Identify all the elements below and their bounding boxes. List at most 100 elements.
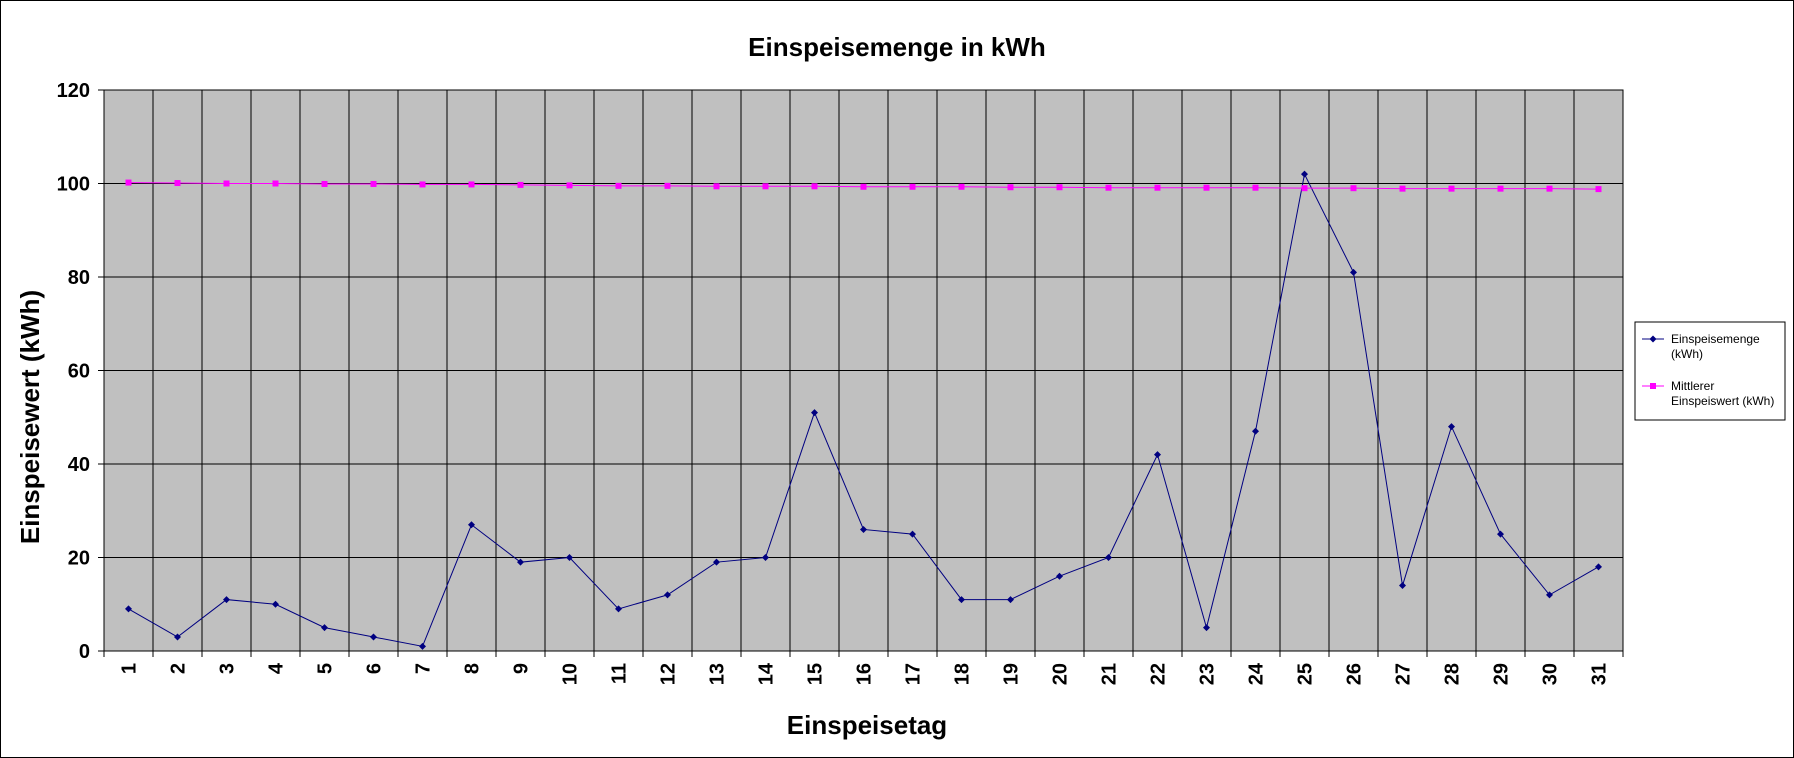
data-point: [909, 530, 916, 538]
x-tick-label: 18: [952, 663, 974, 685]
data-point: [1399, 185, 1406, 192]
data-point: [1546, 185, 1553, 192]
x-tick-label: 4: [266, 662, 288, 674]
x-axis-ticks: 1 2 3 4 5 6 7 8 9 10 11 12 13 14 15 16 17 18 19 20 21 22 23 24 2…: [103, 651, 1624, 685]
y-tick-label: 40: [68, 454, 90, 476]
x-tick-label: 29: [1491, 663, 1513, 685]
x-tick-label: 8: [462, 663, 484, 674]
data-point: [223, 180, 230, 187]
y-tick-label: 20: [68, 548, 90, 570]
data-point: [566, 554, 573, 561]
x-tick-label: 9: [511, 663, 533, 674]
data-point: [1595, 563, 1602, 571]
data-point: [762, 554, 769, 561]
data-point: [1154, 451, 1161, 459]
x-tick-label: 17: [903, 663, 925, 685]
data-point: [1448, 185, 1455, 192]
data-point: [1203, 184, 1210, 191]
data-point: [517, 181, 524, 188]
x-tick-label: 20: [1050, 663, 1072, 685]
data-point: [370, 180, 377, 187]
data-point: [1252, 427, 1259, 435]
series-layer: [125, 170, 1602, 650]
data-point: [272, 180, 279, 187]
data-point: [125, 605, 132, 613]
x-tick-label: 25: [1295, 663, 1317, 685]
legend-box: [1634, 321, 1786, 421]
data-point: [664, 182, 671, 189]
y-axis-label: Einspeisewert (kWh): [15, 290, 45, 544]
legend-marker: [1650, 383, 1656, 389]
data-point: [1154, 184, 1161, 191]
y-tick-label: 100: [57, 174, 90, 196]
data-point: [1007, 596, 1014, 604]
series-1: [125, 170, 1602, 650]
data-point: [860, 525, 867, 533]
data-point: [615, 605, 622, 613]
legend-label: Einspeisemenge: [1671, 332, 1760, 346]
legend-label: Mittlerer: [1671, 379, 1714, 393]
data-point: [321, 624, 328, 632]
data-point: [713, 183, 720, 190]
data-point: [370, 633, 377, 641]
x-tick-label: 22: [1148, 663, 1170, 685]
x-tick-label: 6: [364, 663, 386, 674]
data-point: [1301, 170, 1308, 178]
data-point: [958, 183, 965, 190]
y-tick-label: 60: [68, 361, 90, 383]
x-tick-label: 23: [1197, 663, 1219, 685]
data-point: [811, 409, 818, 417]
plot-area: [103, 89, 1624, 652]
data-point: [713, 558, 720, 566]
data-point: [566, 182, 573, 189]
x-tick-label: 31: [1589, 663, 1611, 685]
data-point: [958, 596, 965, 604]
x-tick-label: 19: [1001, 663, 1023, 685]
data-point: [468, 181, 475, 188]
x-tick-label: 14: [756, 662, 778, 685]
legend-label: Einspeiswert (kWh): [1671, 394, 1774, 408]
data-point: [1007, 184, 1014, 191]
data-point: [1056, 184, 1063, 191]
x-tick-label: 15: [805, 663, 827, 685]
legend-label: (kWh): [1671, 347, 1703, 361]
data-point: [517, 558, 524, 566]
y-tick-label: 0: [79, 641, 90, 663]
x-tick-label: 5: [315, 663, 337, 674]
data-point: [1350, 185, 1357, 192]
data-point: [223, 596, 230, 604]
x-tick-label: 7: [413, 663, 435, 674]
data-point: [1252, 184, 1259, 191]
data-point: [1301, 185, 1308, 192]
x-tick-label: 12: [658, 663, 680, 685]
y-tick-label: 80: [68, 267, 90, 289]
x-axis-label: Einspeisetag: [787, 710, 947, 740]
data-point: [1056, 572, 1063, 580]
x-tick-label: 2: [168, 663, 190, 674]
data-point: [1203, 624, 1210, 632]
data-point: [811, 183, 818, 190]
data-point: [419, 642, 426, 650]
data-point: [174, 180, 181, 187]
x-tick-label: 16: [854, 663, 876, 685]
data-point: [321, 180, 328, 187]
data-point: [1350, 268, 1357, 276]
data-point: [615, 182, 622, 189]
data-point: [419, 181, 426, 188]
data-point: [1497, 530, 1504, 538]
data-point: [1595, 186, 1602, 193]
data-point: [1399, 582, 1406, 590]
data-point: [1105, 184, 1112, 191]
data-point: [909, 183, 916, 190]
data-point: [272, 600, 279, 608]
x-tick-label: 28: [1442, 663, 1464, 685]
x-tick-label: 1: [119, 663, 141, 674]
x-tick-label: 11: [609, 663, 631, 684]
data-point: [1497, 185, 1504, 192]
x-tick-label: 30: [1540, 663, 1562, 685]
data-point: [762, 183, 769, 190]
data-point: [860, 183, 867, 190]
series-2: [125, 179, 1602, 193]
